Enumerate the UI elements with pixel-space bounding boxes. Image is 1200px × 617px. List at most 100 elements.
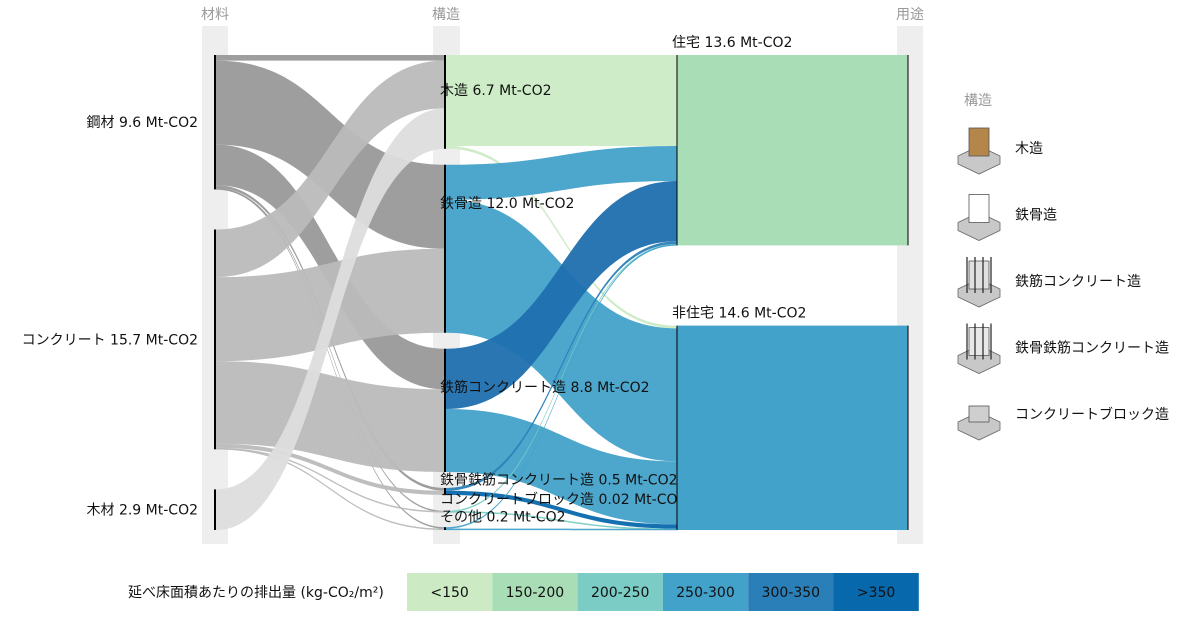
- link: [446, 146, 677, 329]
- icon-column: [968, 260, 990, 290]
- node-value: 2.9 Mt-CO2: [119, 503, 198, 519]
- scale-bin: [407, 573, 493, 611]
- scale-bin: [748, 573, 834, 611]
- node: [444, 527, 446, 530]
- link: [446, 199, 677, 462]
- links: [216, 55, 677, 531]
- link: [446, 241, 677, 491]
- node-value: 0.5 Mt-CO2: [598, 472, 677, 488]
- node-label: 住宅 13.6 Mt-CO2: [672, 35, 792, 51]
- legend-label: 鉄骨造: [1015, 208, 1057, 224]
- node-value: 6.7 Mt-CO2: [472, 83, 551, 99]
- link: [216, 60, 445, 278]
- column-header: 材料: [201, 7, 229, 23]
- icon-column: [968, 327, 990, 356]
- scale-label: >350: [857, 585, 895, 601]
- scale-label: 250-300: [676, 585, 735, 601]
- icon-column: [968, 405, 990, 423]
- legend-icon: [957, 194, 1001, 241]
- link: [446, 181, 677, 409]
- link: [216, 188, 445, 513]
- node-label: 木材 2.9 Mt-CO2: [87, 503, 199, 519]
- node-name: 鋼材: [87, 115, 115, 131]
- node-label: 木造 6.7 Mt-CO2: [440, 83, 552, 99]
- icon-column: [968, 194, 990, 223]
- link: [216, 443, 445, 495]
- link: [216, 361, 445, 472]
- node-name: 木材: [87, 503, 115, 519]
- legend-label: 鉄筋コンクリート造: [1015, 273, 1141, 290]
- node-value: 9.6 Mt-CO2: [119, 115, 198, 131]
- node-value: 0.2 Mt-CO2: [486, 510, 565, 526]
- node-label: コンクリートブロック造 0.02 Mt-CO2: [440, 491, 686, 508]
- node-name: その他: [440, 510, 482, 526]
- node-label: コンクリート 15.7 Mt-CO2: [22, 332, 198, 348]
- node: [444, 55, 446, 149]
- node-value: 0.02 Mt-CO2: [598, 492, 686, 508]
- legend-icon: [957, 257, 1001, 308]
- legend-title: 構造: [964, 93, 992, 109]
- scale-bin: [833, 573, 919, 611]
- link: [446, 146, 677, 200]
- link: [216, 108, 445, 530]
- link: [216, 188, 445, 529]
- link: [446, 244, 677, 529]
- link: [446, 244, 677, 513]
- link: [446, 528, 677, 531]
- legend-icon: [957, 405, 1001, 441]
- legend-label: 鉄骨鉄筋コンクリート造: [1015, 340, 1169, 357]
- node-value: 13.6 Mt-CO2: [704, 35, 792, 51]
- legend-label: 木造: [1015, 141, 1043, 157]
- scale-title: 延べ床面積あたりの排出量 (kg-CO₂/m²): [128, 585, 384, 601]
- scale-bin: [577, 573, 663, 611]
- column-header: 構造: [432, 7, 460, 23]
- node: [677, 55, 908, 246]
- scale-label: 300-350: [762, 585, 821, 601]
- legend-icon: [957, 323, 1001, 374]
- node-value: 14.6 Mt-CO2: [718, 306, 806, 322]
- link: [216, 448, 445, 531]
- node-name: 鉄骨鉄筋コンクリート造: [440, 471, 594, 488]
- node-label: 鉄骨造 12.0 Mt-CO2: [440, 196, 574, 212]
- node: [214, 489, 216, 530]
- link: [446, 490, 677, 529]
- legend: 構造木造鉄骨造鉄筋コンクリート造鉄骨鉄筋コンクリート造コンクリートブロック造延べ…: [128, 93, 1169, 611]
- node: [677, 325, 908, 530]
- node-label: 鉄骨鉄筋コンクリート造 0.5 Mt-CO2: [440, 471, 678, 488]
- node-value: 8.8 Mt-CO2: [570, 380, 649, 396]
- scale-label: 200-250: [591, 585, 650, 601]
- node-value: 15.7 Mt-CO2: [110, 332, 198, 348]
- node-name: 住宅: [672, 35, 700, 51]
- node-value: 12.0 Mt-CO2: [486, 196, 574, 212]
- scale-bin: [492, 573, 578, 611]
- link: [216, 447, 445, 513]
- node: [214, 55, 216, 190]
- icon-column: [968, 127, 990, 157]
- node: [444, 164, 446, 333]
- node: [214, 229, 216, 450]
- node-name: 鉄筋コンクリート造: [440, 379, 566, 396]
- link: [446, 511, 677, 531]
- node-name: 木造: [440, 83, 468, 99]
- link: [216, 55, 445, 61]
- node-label: 鋼材 9.6 Mt-CO2: [87, 115, 199, 131]
- nodes: 鋼材 9.6 Mt-CO2 コンクリート 15.7 Mt-CO2 木材 2.9 Mt…: [22, 35, 909, 530]
- link: [446, 408, 677, 525]
- link: [446, 55, 677, 146]
- node-name: 鉄骨造: [440, 196, 482, 212]
- scale-label: <150: [430, 585, 468, 601]
- node-label: 非住宅 14.6 Mt-CO2: [672, 306, 806, 322]
- scale-label: 150-200: [506, 585, 565, 601]
- node-name: コンクリート: [22, 332, 106, 348]
- node-name: 非住宅: [672, 306, 714, 322]
- node-label: その他 0.2 Mt-CO2: [440, 510, 566, 526]
- column-header: 用途: [896, 6, 924, 23]
- legend-label: コンクリートブロック造: [1015, 406, 1169, 423]
- node: [444, 510, 446, 512]
- node-label: 鉄筋コンクリート造 8.8 Mt-CO2: [440, 379, 650, 396]
- node-name: コンクリートブロック造: [440, 491, 594, 508]
- node: [444, 348, 446, 472]
- legend-icon: [957, 127, 1001, 175]
- scale-bin: [662, 573, 749, 611]
